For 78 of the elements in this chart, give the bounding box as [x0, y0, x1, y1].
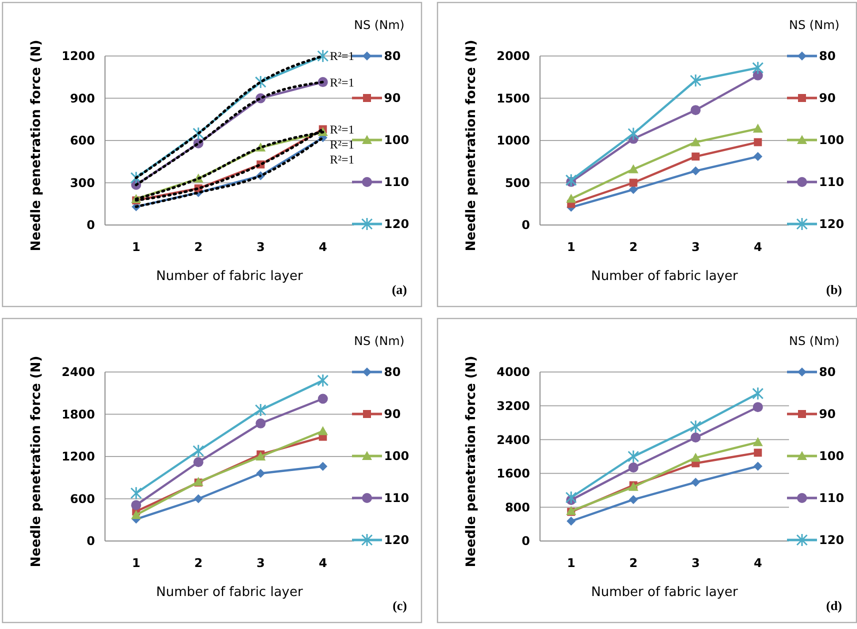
legend-label: 110 — [819, 491, 844, 506]
legend-label: 90 — [384, 407, 401, 422]
y-tick-label: 300 — [70, 176, 95, 190]
y-tick-label: 600 — [70, 492, 95, 506]
legend-label: 120 — [819, 217, 844, 232]
x-tick-label: 4 — [318, 556, 328, 570]
x-axis-title: Number of fabric layer — [156, 269, 304, 284]
legend-label: 120 — [384, 217, 410, 232]
y-tick-label: 900 — [70, 91, 95, 106]
y-tick-label: 4000 — [496, 365, 530, 380]
legend-label: 120 — [384, 533, 410, 548]
legend-title: NS (Nm) — [354, 18, 404, 32]
y-tick-label: 800 — [504, 500, 530, 514]
legend-label: 90 — [819, 91, 836, 106]
legend-label: 80 — [384, 365, 401, 380]
y-tick-label: 0 — [522, 218, 530, 232]
annotation: R²=1 — [330, 137, 354, 152]
y-axis-title: Needle penetration force (N) — [29, 40, 44, 252]
x-tick-label: 1 — [566, 240, 576, 254]
legend-title: NS (Nm) — [789, 334, 840, 348]
y-tick-label: 1200 — [62, 450, 95, 464]
legend-label: 110 — [384, 491, 410, 506]
x-tick-label: 1 — [132, 240, 140, 254]
legend-label: 80 — [819, 365, 836, 380]
x-tick-label: 3 — [256, 556, 265, 570]
x-tick-label: 1 — [566, 556, 576, 570]
legend-title: NS (Nm) — [789, 18, 840, 32]
y-axis-title: Needle penetration force (N) — [464, 356, 479, 568]
x-tick-label: 2 — [629, 556, 638, 570]
y-tick-label: 1200 — [62, 49, 95, 64]
x-tick-label: 1 — [132, 556, 140, 570]
legend-label: 90 — [384, 91, 401, 106]
x-tick-label: 3 — [691, 240, 700, 254]
x-axis-title: Number of fabric layer — [591, 585, 738, 600]
legend-label: 100 — [819, 133, 844, 148]
legend-label: 100 — [384, 449, 410, 464]
annotation: R²=1 — [330, 75, 354, 90]
x-tick-label: 4 — [318, 240, 328, 254]
y-tick-label: 600 — [70, 134, 95, 148]
x-axis-title: Number of fabric layer — [156, 585, 304, 600]
text: (b) — [826, 282, 842, 297]
text: (d) — [826, 598, 842, 613]
y-axis-title: Needle penetration force (N) — [464, 40, 479, 252]
y-tick-label: 1500 — [496, 91, 530, 106]
legend-label: 120 — [819, 533, 844, 548]
legend-label: 100 — [819, 449, 844, 464]
legend-title: NS (Nm) — [354, 334, 404, 348]
x-tick-label: 3 — [256, 240, 265, 254]
y-tick-label: 2400 — [62, 365, 95, 380]
y-tick-label: 500 — [504, 176, 530, 190]
legend-label: 110 — [384, 175, 410, 190]
y-tick-label: 0 — [86, 534, 95, 548]
text: (c) — [392, 598, 407, 613]
annotation: R²=1 — [330, 152, 354, 166]
y-tick-label: 1800 — [62, 407, 95, 422]
x-tick-label: 4 — [754, 556, 762, 570]
y-tick-label: 0 — [86, 218, 95, 232]
y-axis-title: Needle penetration force (N) — [29, 356, 44, 568]
x-tick-label: 2 — [194, 240, 203, 254]
annotation: R²=1 — [330, 122, 354, 136]
x-tick-label: 2 — [194, 556, 203, 570]
x-tick-label: 3 — [691, 556, 700, 570]
legend-label: 110 — [819, 175, 844, 190]
y-tick-label: 2000 — [496, 49, 530, 64]
legend-label: 80 — [819, 49, 836, 64]
x-axis-title: Number of fabric layer — [591, 269, 738, 284]
legend-label: 100 — [384, 133, 410, 148]
x-tick-label: 2 — [629, 240, 638, 254]
legend-label: 80 — [384, 49, 401, 64]
y-tick-label: 2400 — [496, 432, 530, 447]
text: (a) — [392, 282, 407, 297]
legend-label: 90 — [819, 407, 836, 422]
x-tick-label: 4 — [754, 240, 762, 254]
y-tick-label: 3200 — [496, 399, 530, 413]
y-tick-label: 0 — [522, 534, 530, 548]
annotation: R²=1 — [330, 49, 354, 64]
y-tick-label: 1000 — [496, 134, 530, 148]
y-tick-label: 1600 — [496, 466, 530, 481]
